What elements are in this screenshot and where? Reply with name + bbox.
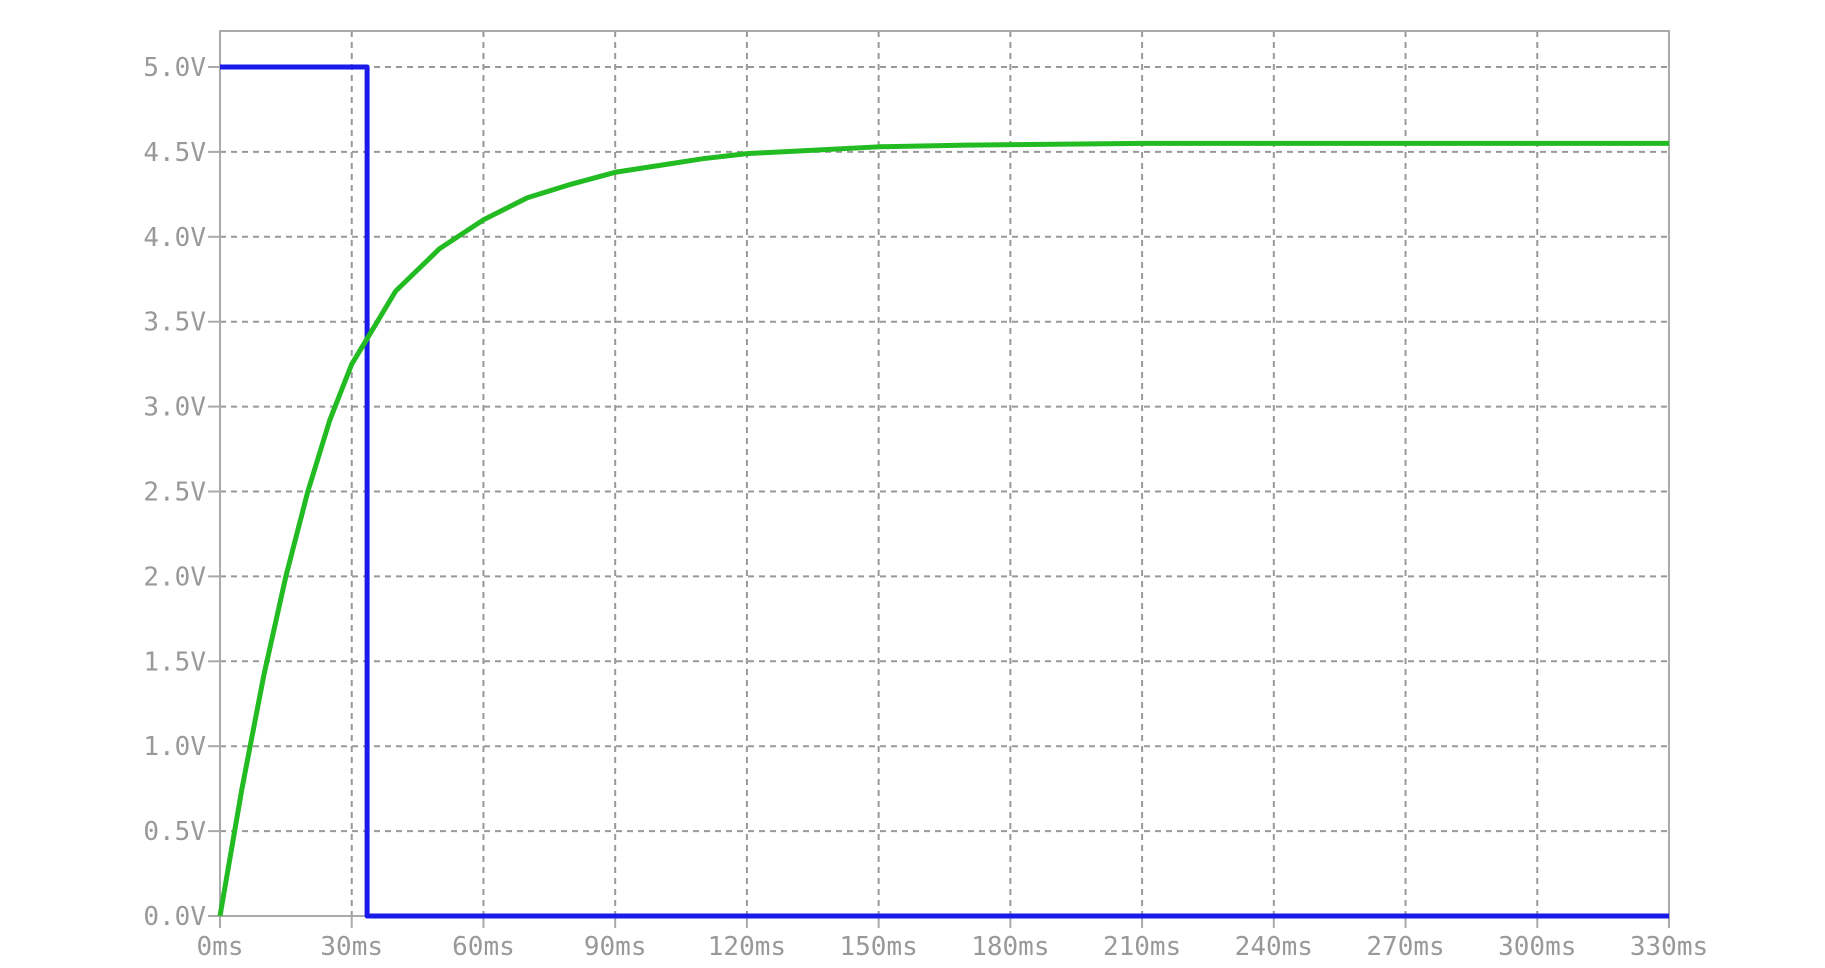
y-tick-label: 3.5V [143,308,206,338]
y-tick-label: 0.5V [143,817,206,847]
y-tick-label: 0.0V [143,902,206,932]
x-tick-label: 0ms [197,932,244,962]
x-tick-label: 30ms [320,932,383,962]
y-tick-label: 1.0V [143,732,206,762]
x-tick-label: 270ms [1366,932,1444,962]
y-tick-label: 2.0V [143,562,206,592]
y-tick-label: 2.5V [143,478,206,508]
y-tick-label: 3.0V [143,393,206,423]
x-tick-label: 120ms [708,932,786,962]
x-tick-label: 180ms [971,932,1049,962]
x-tick-label: 90ms [584,932,647,962]
x-tick-label: 330ms [1630,932,1708,962]
plot-frame [219,30,1670,917]
x-tick-label: 240ms [1235,932,1313,962]
tick-layer: 0.0V 0.5V 1.0V 1.5V 2.0V 2.5V 3.0V 3.5V 4.0V 4.5V… [143,53,1708,962]
grid-layer [219,31,1670,917]
x-tick-label: 150ms [839,932,917,962]
y-tick-label: 5.0V [143,53,206,83]
y-tick-label: 4.5V [143,138,206,168]
series-line-2 [217,140,1669,917]
x-tick-label: 60ms [452,932,515,962]
y-tick-label: 1.5V [143,647,206,677]
x-tick-label: 300ms [1498,932,1576,962]
series-line-1 [220,64,1669,919]
y-tick-label: 4.0V [143,223,206,253]
x-tick-label: 210ms [1103,932,1181,962]
series-layer [217,64,1669,919]
